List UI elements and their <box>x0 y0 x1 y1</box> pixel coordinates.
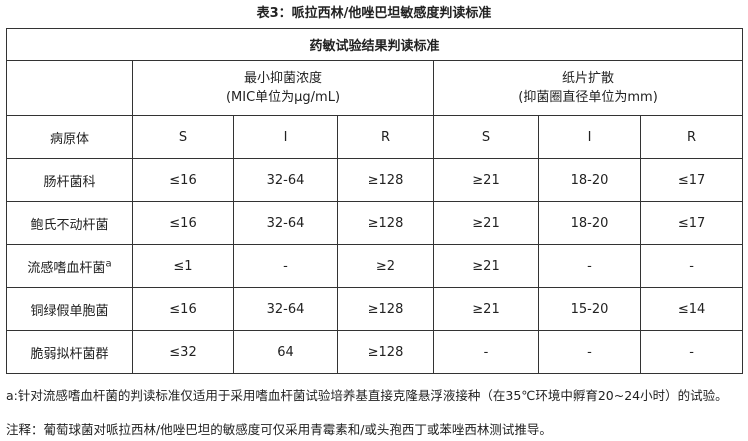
mic-group-header: 最小抑菌浓度 (MIC单位为μg/mL) <box>132 60 434 116</box>
value-cell: 32-64 <box>233 201 338 245</box>
value-cell: ≥21 <box>433 201 539 245</box>
value-cell: ≥21 <box>433 158 539 202</box>
column-header: S <box>433 115 539 159</box>
disk-group-header: 纸片扩散 (抑菌圈直径单位为mm) <box>432 60 744 116</box>
pathogen-cell: 铜绿假单胞菌 <box>6 287 133 331</box>
table-row: 铜绿假单胞菌 ≤16 32-64 ≥128 ≥21 15-20 ≤14 <box>6 287 744 331</box>
value-cell: ≥21 <box>433 244 539 288</box>
value-cell: 15-20 <box>538 287 641 331</box>
value-cell: - <box>538 244 641 288</box>
pathogen-name: 铜绿假单胞菌 <box>30 303 109 319</box>
column-header: S <box>132 115 234 159</box>
value-cell: 18-20 <box>538 201 641 245</box>
footnote-marker: a <box>105 258 112 270</box>
table-row: 脆弱拟杆菌群 ≤32 64 ≥128- - - <box>6 330 744 374</box>
value-cell: ≥128 <box>337 287 434 331</box>
mic-header-line1: 最小抑菌浓度 <box>243 71 322 86</box>
susceptibility-table: 药敏试验结果判读标准 最小抑菌浓度 (MIC单位为μg/mL) 纸片扩散 (抑菌圈直… <box>5 28 744 374</box>
value-cell: - <box>233 244 338 288</box>
value-cell: ≥128 <box>337 201 434 245</box>
value-cell: ≤16 <box>132 287 234 331</box>
value-cell: 18-20 <box>538 158 641 202</box>
table-row: 肠杆菌科 ≤16 32-64 ≥128 ≥21 18-20 ≤17 <box>6 158 744 202</box>
value-cell: - <box>433 330 539 374</box>
value-cell: ≤16 <box>132 158 234 202</box>
value-cell: 32-64 <box>233 158 338 202</box>
pathogen-name: 脆弱拟杆菌群 <box>30 346 109 362</box>
pathogen-cell: 鲍氏不动杆菌 <box>6 201 133 245</box>
value-cell: ≤17 <box>639 158 744 202</box>
pathogen-name: 流感嗜血杆菌 <box>27 260 106 276</box>
value-cell: - <box>538 330 641 374</box>
value-cell: ≥128 <box>337 330 434 374</box>
column-header: I <box>233 115 338 159</box>
value-cell: ≤1 <box>132 244 234 288</box>
column-header: R <box>337 115 434 159</box>
disk-header-line1: 纸片扩散 <box>562 71 615 86</box>
column-header-row: 病原体 S I R S I R <box>6 115 744 159</box>
mic-header-line2: (MIC单位为μg/mL) <box>225 90 341 105</box>
disk-header-line2: (抑菌圈直径单位为mm) <box>518 90 658 105</box>
value-cell: ≤16 <box>132 201 234 245</box>
value-cell: ≤14 <box>639 287 744 331</box>
value-cell: - <box>639 330 744 374</box>
value-cell: ≥21 <box>433 287 539 331</box>
table-row: 流感嗜血杆菌a ≤1- ≥2 ≥21- - <box>6 244 744 288</box>
table-title: 表3：哌拉西林/他唑巴坦敏感度判读标准 <box>256 6 492 21</box>
value-cell: ≥128 <box>337 158 434 202</box>
value-cell: - <box>639 244 744 288</box>
column-header: 病原体 <box>6 115 133 159</box>
pathogen-name: 肠杆菌科 <box>43 174 96 190</box>
table-caption: 药敏试验结果判读标准 <box>5 28 744 61</box>
note: 注释：葡萄球菌对哌拉西林/他唑巴坦的敏感度可仅采用青霉素和/或头孢西丁或苯唑西林… <box>6 422 552 437</box>
table-row: 鲍氏不动杆菌 ≤16 32-64 ≥128 ≥21 18-20 ≤17 <box>6 201 744 245</box>
pathogen-name: 鲍氏不动杆菌 <box>30 217 109 233</box>
value-cell: ≥2 <box>337 244 434 288</box>
column-header: R <box>639 115 744 159</box>
empty-header-cell <box>6 60 133 116</box>
footnote-a: a:针对流感嗜血杆菌的判读标准仅适用于采用嗜血杆菌试验培养基直接克隆悬浮液接种（… <box>6 388 728 403</box>
pathogen-cell: 流感嗜血杆菌a <box>6 244 133 288</box>
pathogen-cell: 肠杆菌科 <box>6 158 133 202</box>
value-cell: ≤32 <box>132 330 234 374</box>
value-cell: 64 <box>233 330 338 374</box>
value-cell: ≤17 <box>639 201 744 245</box>
column-header: I <box>538 115 641 159</box>
pathogen-cell: 脆弱拟杆菌群 <box>6 330 133 374</box>
value-cell: 32-64 <box>233 287 338 331</box>
